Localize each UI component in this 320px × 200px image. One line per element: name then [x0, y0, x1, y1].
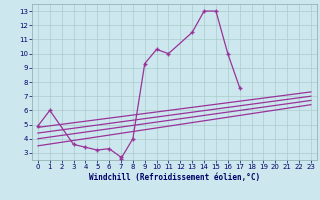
X-axis label: Windchill (Refroidissement éolien,°C): Windchill (Refroidissement éolien,°C): [89, 173, 260, 182]
